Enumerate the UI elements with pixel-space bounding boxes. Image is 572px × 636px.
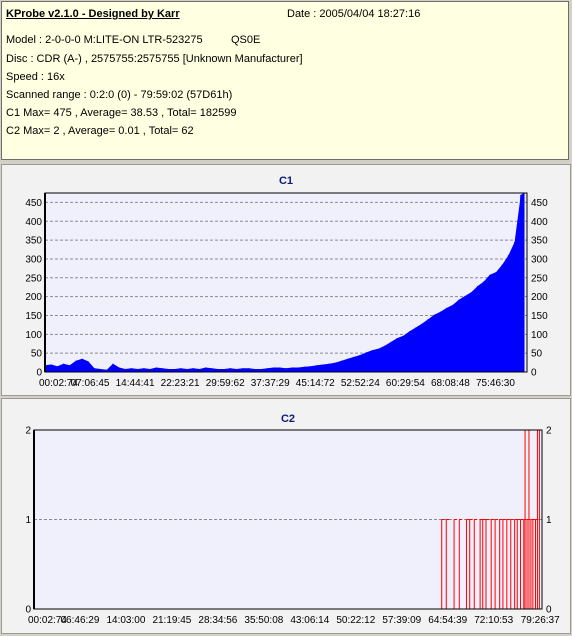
x-tick-label: 45:14:72 [296, 378, 335, 389]
y-tick-label: 150 [25, 311, 42, 322]
x-tick-label: 14:03:00 [106, 615, 145, 626]
x-tick-label: 37:37:29 [251, 378, 290, 389]
y-tick-label-right: 300 [531, 254, 548, 265]
x-tick-label: 72:10:53 [474, 615, 513, 626]
x-tick-label: 57:39:09 [382, 615, 421, 626]
drive-model: Model : 2-0-0-0 M:LITE-ON LTR-523275 [6, 34, 203, 46]
x-tick-label: 60:29:54 [386, 378, 425, 389]
scanned-range: Scanned range : 0:2:0 (0) - 79:59:02 (57… [6, 89, 233, 101]
y-tick-label-right: 450 [531, 198, 548, 209]
y-tick-label: 2 [25, 426, 31, 437]
x-tick-label: 50:22:12 [336, 615, 375, 626]
app-title: KProbe v2.1.0 - Designed by Karr [6, 8, 180, 20]
y-tick-label-right: 50 [531, 349, 543, 360]
y-tick-label-right: 400 [531, 217, 548, 228]
info-panel: KProbe v2.1.0 - Designed by Karr Date : … [1, 1, 569, 160]
x-tick-label: 43:06:14 [290, 615, 329, 626]
scan-speed: Speed : 16x [6, 71, 65, 83]
y-tick-label-right: 0 [546, 605, 552, 616]
x-tick-label: 75:46:30 [476, 378, 515, 389]
chart-title: C2 [281, 413, 295, 425]
y-tick-label-right: 200 [531, 292, 548, 303]
disc-info: Disc : CDR (A-) , 2575755:2575755 [Unkno… [6, 53, 303, 65]
x-tick-label: 28:34:56 [198, 615, 237, 626]
x-tick-label: 00:02:74 [28, 615, 67, 626]
y-tick-label-right: 350 [531, 236, 548, 247]
x-tick-label: 21:19:45 [152, 615, 191, 626]
x-tick-label: 22:23:21 [161, 378, 200, 389]
y-tick-label: 250 [25, 273, 42, 284]
c2-chart-panel: C2 0 0 1 1 2 2 00:02:74 06:46:29 14:03:00 21:19:45… [1, 398, 571, 634]
x-tick-label: 35:50:08 [244, 615, 283, 626]
y-tick-label-right: 250 [531, 273, 548, 284]
x-tick-label: 06:46:29 [61, 615, 100, 626]
c2-summary: C2 Max= 2 , Average= 0.01 , Total= 62 [6, 125, 194, 137]
scan-date: Date : 2005/04/04 18:27:16 [287, 8, 421, 20]
x-tick-label: 07:06:45 [71, 378, 110, 389]
c1-chart-panel: C1 0 0 50 50 100 100 150 150 200 200 250 250 300 300 35… [1, 164, 571, 396]
y-tick-label: 350 [25, 236, 42, 247]
c1-area [45, 193, 524, 372]
y-tick-label: 50 [31, 349, 43, 360]
y-tick-label-right: 150 [531, 311, 548, 322]
x-tick-label: 14:44:41 [116, 378, 155, 389]
y-tick-label: 100 [25, 330, 42, 341]
firmware-version: QS0E [231, 34, 261, 46]
y-tick-label-right: 100 [531, 330, 548, 341]
x-tick-label: 52:52:24 [341, 378, 380, 389]
y-tick-label-right: 0 [531, 368, 537, 379]
y-tick-label: 1 [25, 515, 31, 526]
y-tick-label: 200 [25, 292, 42, 303]
y-tick-label-right: 2 [546, 426, 552, 437]
c1-chart: C1 0 0 50 50 100 100 150 150 200 200 250 250 300 300 35… [25, 175, 548, 389]
y-tick-label: 400 [25, 217, 42, 228]
y-tick-label: 0 [25, 605, 31, 616]
x-tick-label: 64:54:39 [428, 615, 467, 626]
y-tick-label: 450 [25, 198, 42, 209]
c1-summary: C1 Max= 475 , Average= 38.53 , Total= 18… [6, 107, 237, 119]
x-tick-label: 29:59:62 [206, 378, 245, 389]
x-tick-label: 79:26:37 [521, 615, 560, 626]
y-tick-label: 300 [25, 254, 42, 265]
y-tick-label: 0 [36, 368, 42, 379]
x-tick-label: 68:08:48 [431, 378, 470, 389]
chart-title: C1 [279, 175, 293, 187]
y-tick-label-right: 1 [546, 515, 552, 526]
x-tick-label: 00:02:74 [39, 378, 78, 389]
plot-area [34, 430, 542, 609]
